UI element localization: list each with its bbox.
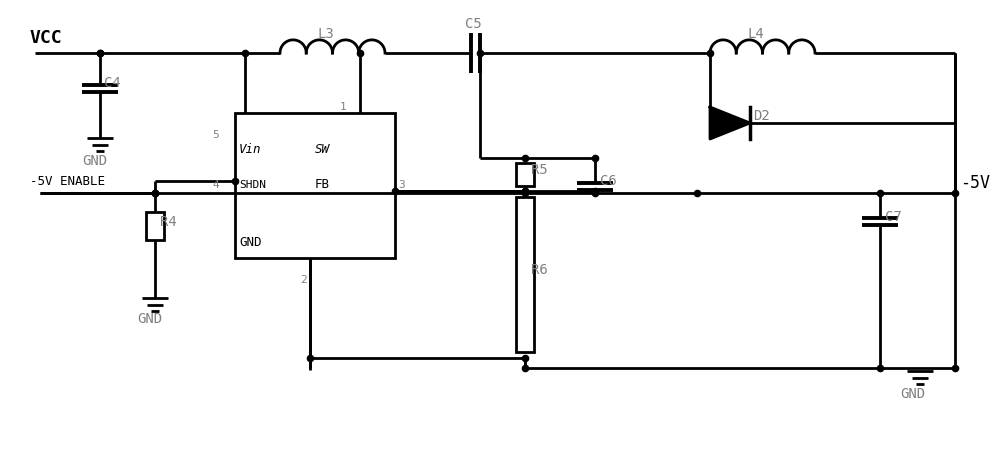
Text: GND: GND bbox=[82, 154, 107, 168]
Text: 2: 2 bbox=[300, 275, 307, 285]
Text: SW: SW bbox=[315, 143, 330, 156]
Text: Vin: Vin bbox=[239, 143, 262, 156]
Text: R5: R5 bbox=[531, 163, 548, 177]
Text: GND: GND bbox=[239, 236, 262, 249]
Text: C6: C6 bbox=[600, 174, 617, 188]
Text: C4: C4 bbox=[104, 76, 121, 90]
Text: FB: FB bbox=[315, 178, 330, 192]
Text: GND: GND bbox=[900, 387, 925, 401]
Text: 5: 5 bbox=[212, 130, 219, 140]
Text: C7: C7 bbox=[885, 210, 902, 224]
Bar bbox=[146, 212, 164, 240]
Bar bbox=[235, 113, 395, 258]
Text: -5V ENABLE: -5V ENABLE bbox=[30, 175, 105, 188]
Text: 1: 1 bbox=[340, 102, 347, 112]
Polygon shape bbox=[710, 107, 750, 139]
Text: D2: D2 bbox=[753, 109, 770, 123]
Bar bbox=[516, 163, 534, 185]
Text: R4: R4 bbox=[160, 215, 177, 229]
Text: -5V: -5V bbox=[960, 174, 990, 192]
Text: R6: R6 bbox=[531, 263, 548, 277]
Text: C5: C5 bbox=[465, 17, 482, 31]
Text: VCC: VCC bbox=[30, 29, 63, 47]
Text: SHDN: SHDN bbox=[239, 180, 266, 191]
Text: 4: 4 bbox=[212, 180, 219, 191]
Text: 3: 3 bbox=[398, 180, 405, 191]
Text: GND: GND bbox=[137, 312, 162, 326]
Text: L4: L4 bbox=[748, 27, 764, 41]
Text: L3: L3 bbox=[318, 27, 334, 41]
Bar bbox=[516, 197, 534, 352]
